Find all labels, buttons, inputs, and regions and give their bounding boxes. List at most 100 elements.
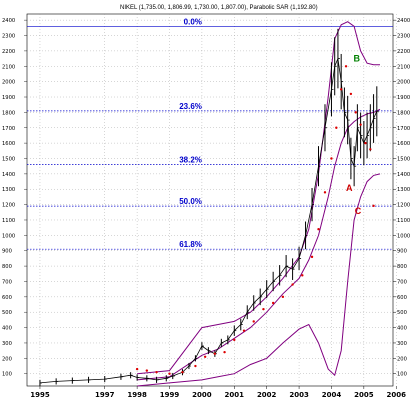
y-tick-label: 2000 [397, 80, 410, 86]
y-tick-label: 1700 [397, 126, 410, 132]
y-tick-label: 1800 [397, 110, 410, 116]
x-tick-label: 1998 [127, 391, 147, 399]
y-axis: 100 100 200 200 300 300 400 400 500 500 600 600 700 7… [2, 18, 410, 378]
y-tick-label: 1200 [397, 203, 410, 209]
y-tick-label: 2200 [397, 49, 410, 55]
y-tick-label: 200 [397, 356, 407, 362]
fibonacci-levels: 0.0% 23.6% 38.2% 50.0% 61.8% [27, 17, 393, 250]
price-series [39, 28, 379, 386]
y-tick-label-left: 1200 [2, 203, 15, 209]
y-tick-label-left: 1500 [2, 156, 15, 162]
y-tick-label: 400 [397, 326, 407, 332]
y-tick-label: 1100 [397, 218, 410, 224]
y-tick-label-left: 200 [2, 356, 12, 362]
y-tick-label-left: 1000 [2, 233, 15, 239]
y-tick-label: 2100 [397, 64, 410, 70]
grid [27, 14, 397, 386]
x-tick-label: 1999 [160, 391, 180, 399]
y-tick-label-left: 2300 [2, 34, 15, 40]
sar-point [203, 355, 207, 358]
y-tick-label-left: 300 [2, 341, 12, 347]
sar-point [323, 191, 327, 194]
sar-point [330, 157, 333, 160]
sar-point [181, 370, 184, 374]
bollinger-upper-line [137, 21, 380, 375]
sar-point [344, 65, 348, 68]
x-axis: 1995 1997 1998 1999 2000 2001 2002 2003 2004 2005… [30, 386, 406, 399]
y-tick-label-left: 1400 [2, 172, 15, 178]
x-tick-label: 2005 [354, 391, 374, 399]
sar-point [252, 320, 255, 323]
sar-point [271, 301, 275, 305]
sar-point [135, 367, 139, 371]
y-tick-label: 800 [397, 264, 407, 270]
sar-point [233, 338, 236, 342]
y-tick-label: 1500 [397, 156, 410, 162]
annotation-c: C [355, 206, 362, 216]
sar-point [301, 274, 304, 277]
y-tick-label-left: 100 [2, 372, 12, 378]
x-tick-label: 2003 [289, 391, 309, 399]
sar-point [359, 123, 362, 126]
y-tick-label: 2400 [397, 18, 410, 24]
sar-point [168, 372, 171, 375]
y-tick-label: 1300 [397, 187, 410, 193]
sar-point [310, 255, 314, 259]
x-tick-label: 2006 [386, 391, 406, 399]
fib-label: 0.0% [184, 17, 202, 26]
annotations: A B C [346, 54, 362, 216]
plot-area [26, 13, 394, 387]
x-tick-label: 2001 [225, 391, 245, 399]
y-tick-label-left: 900 [2, 249, 12, 255]
sar-point [354, 111, 357, 114]
sar-point [145, 369, 149, 372]
fib-label: 61.8% [179, 240, 202, 249]
y-tick-label: 900 [397, 249, 407, 255]
y-tick-label-left: 2200 [2, 49, 15, 55]
y-tick-label: 1000 [397, 233, 410, 239]
x-tick-label: 2004 [322, 391, 342, 399]
sar-point [155, 370, 158, 374]
y-tick-label-left: 1900 [2, 95, 15, 101]
fib-label: 50.0% [179, 197, 202, 206]
y-tick-label: 600 [397, 295, 407, 301]
sar-point [194, 364, 197, 368]
y-tick-label: 500 [397, 310, 407, 316]
y-tick-label-left: 2400 [2, 18, 15, 24]
y-tick-label-left: 600 [2, 295, 12, 301]
sar-point [317, 228, 320, 231]
sar-point [339, 88, 343, 91]
y-tick-label-left: 2000 [2, 80, 15, 86]
price-line [39, 57, 378, 384]
y-tick-label-left: 700 [2, 279, 12, 285]
sar-point [369, 148, 372, 151]
sar-point [364, 141, 367, 145]
x-tick-label: 2002 [257, 391, 277, 399]
y-tick-label: 700 [397, 279, 407, 285]
annotation-b: B [353, 54, 360, 64]
y-tick-label-left: 1600 [2, 141, 15, 147]
y-tick-label-left: 1800 [2, 110, 15, 116]
sar-point [213, 352, 217, 355]
sar-point [281, 295, 285, 299]
bollinger-middle-line [137, 108, 381, 381]
x-tick-label: 1997 [95, 391, 115, 399]
x-tick-label: 1995 [30, 391, 50, 399]
y-tick-label: 1400 [397, 172, 410, 178]
sar-point [335, 126, 338, 129]
sar-point [349, 92, 353, 96]
y-tick-label-left: 400 [2, 326, 12, 332]
x-tick-label: 2000 [192, 391, 212, 399]
y-tick-label: 300 [397, 341, 407, 347]
y-tick-label: 1600 [397, 141, 410, 147]
parabolic-sar [135, 65, 375, 375]
y-tick-label-left: 1700 [2, 126, 15, 132]
y-tick-label-left: 500 [2, 310, 12, 316]
sar-point [242, 329, 246, 332]
chart-title: NIKEL (1,735.00, 1,806.99, 1,730.00, 1,8… [120, 5, 318, 11]
y-tick-label: 1900 [397, 95, 410, 101]
fib-label: 23.6% [179, 102, 202, 111]
y-tick-label-left: 1100 [2, 218, 15, 224]
sar-point [372, 204, 375, 208]
